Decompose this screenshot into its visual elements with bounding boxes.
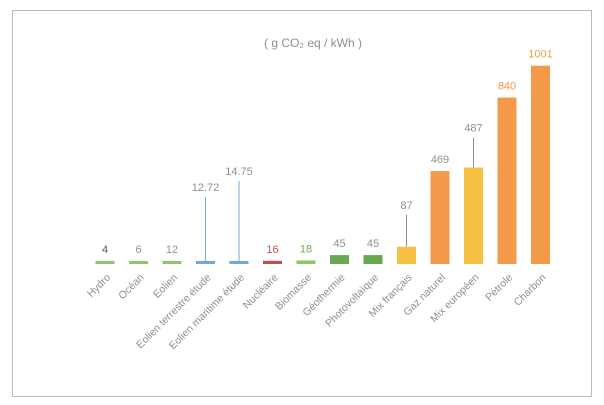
chart-title: ( g CO₂ eq / kWh ) bbox=[264, 36, 362, 50]
bars-group bbox=[95, 65, 550, 264]
value-label-13-charbon: 1001 bbox=[528, 49, 552, 61]
value-label-4-eolien-maritime-etude: 14.75 bbox=[225, 166, 253, 178]
category-label-2-eolien: Eolien bbox=[151, 272, 180, 301]
value-label-12-petrole: 840 bbox=[498, 81, 516, 93]
bar-2-eolien bbox=[162, 261, 182, 264]
bar-7-geothermie bbox=[330, 255, 349, 264]
bar-1-ocean bbox=[129, 261, 148, 264]
bar-10-gaz-naturel bbox=[430, 171, 450, 264]
value-label-6-biomasse: 18 bbox=[300, 243, 312, 255]
value-label-3-eolien-terrestre-etude: 12.72 bbox=[192, 182, 220, 194]
value-label-11-mix-europeen: 487 bbox=[464, 123, 482, 135]
value-label-1-ocean: 6 bbox=[135, 244, 141, 256]
category-label-0-hydro: Hydro bbox=[85, 272, 113, 300]
value-label-9-mix-francais: 87 bbox=[400, 200, 412, 212]
value-label-0-hydro: 4 bbox=[102, 244, 108, 256]
bar-0-hydro bbox=[95, 261, 115, 264]
value-label-5-nucleaire: 16 bbox=[266, 244, 278, 256]
value-label-10-gaz-naturel: 469 bbox=[431, 154, 449, 166]
bar-8-photovoltaique bbox=[363, 255, 383, 264]
value-label-8-photovoltaique: 45 bbox=[367, 238, 379, 250]
value-label-7-geothermie: 45 bbox=[333, 238, 345, 250]
value-label-2-eolien: 12 bbox=[166, 244, 178, 256]
bar-11-mix-europeen bbox=[464, 167, 483, 264]
value-labels-group: 4 6 12 12.72 14.75 16 18 45 45 87 469 487 840 1001 bbox=[102, 49, 553, 256]
chart-frame: ( g CO₂ eq / kWh ) 4 6 12 12.72 14.75 16 18 45 4… bbox=[12, 10, 592, 397]
bar-5-nucleaire bbox=[263, 260, 282, 264]
category-label-13-charbon: Charbon bbox=[512, 272, 549, 309]
category-label-1-ocean: Océan bbox=[116, 272, 146, 302]
bar-3-eolien-terrestre-etude bbox=[196, 261, 215, 264]
bar-13-charbon bbox=[531, 65, 550, 264]
category-label-12-petrole: Pétrole bbox=[483, 272, 515, 304]
callouts-group bbox=[205, 137, 474, 261]
bar-4-eolien-maritime-etude bbox=[229, 261, 249, 264]
bar-12-petrole bbox=[497, 97, 517, 264]
bar-6-biomasse bbox=[296, 260, 316, 264]
bar-9-mix-francais bbox=[397, 246, 416, 264]
